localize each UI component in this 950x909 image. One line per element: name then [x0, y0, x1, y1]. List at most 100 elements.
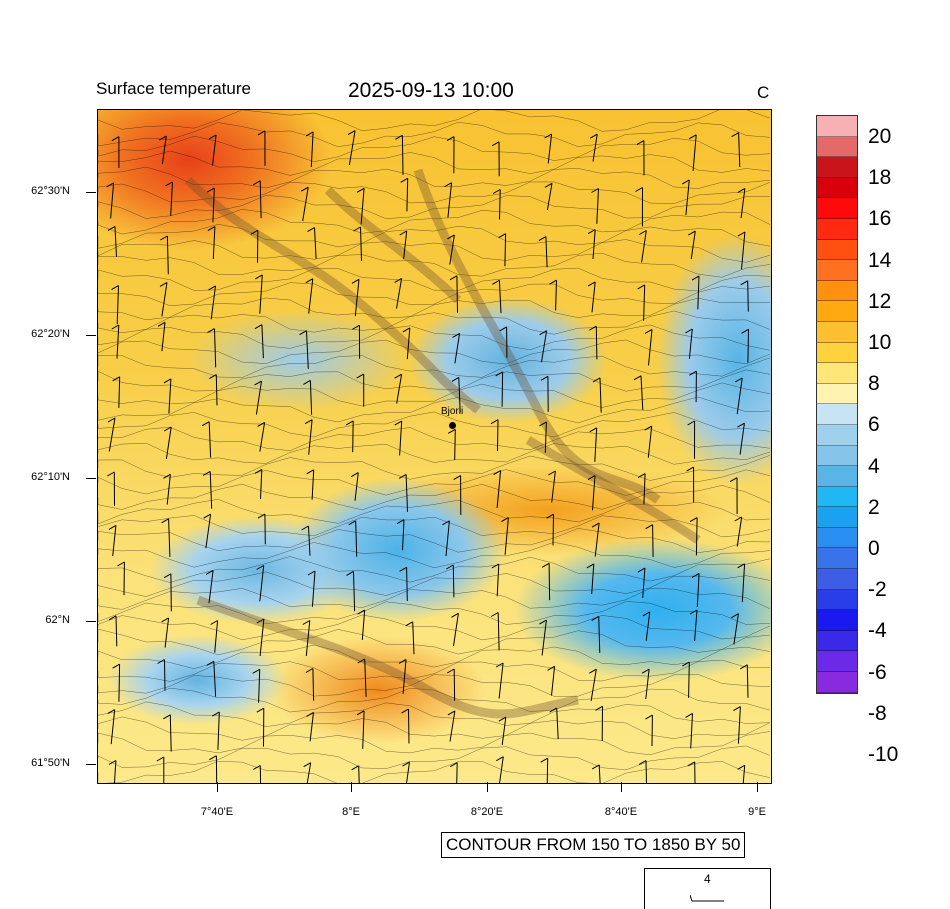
wind-barb-flag	[688, 421, 695, 425]
wind-barb-flag	[209, 756, 216, 760]
wind-barb	[209, 570, 213, 603]
wind-barb	[748, 329, 749, 362]
lon-tick	[757, 782, 758, 792]
elevation-contour-line	[98, 298, 770, 320]
wind-barb-flag	[501, 518, 508, 522]
wind-barb	[739, 133, 740, 167]
wind-barb	[505, 234, 506, 267]
wind-barb-flag	[117, 562, 124, 566]
lat-label: 62°30'N	[31, 185, 70, 197]
wind-barb	[648, 426, 651, 458]
wind-barb	[643, 568, 645, 598]
wind-barb-flag	[204, 514, 211, 518]
wind-barb	[309, 526, 311, 556]
wind-barb-flag	[592, 616, 599, 620]
wind-barb	[599, 765, 601, 783]
lon-label: 9°E	[748, 806, 766, 818]
wind-barb-flag	[446, 565, 453, 569]
lat-label: 62°10'N	[31, 471, 70, 483]
wind-barb	[262, 325, 264, 359]
wind-barb-flag	[448, 429, 455, 433]
color-legend-label: 16	[868, 207, 891, 231]
wind-barb	[505, 518, 508, 555]
color-legend-swatch	[817, 548, 857, 569]
wind-barb	[165, 618, 169, 648]
wind-barb-flag	[255, 325, 262, 329]
wind-barb	[547, 183, 552, 210]
wind-barb	[213, 188, 214, 222]
color-legend-swatch	[817, 446, 857, 467]
wind-barb	[553, 514, 554, 545]
wind-barb	[546, 237, 547, 268]
elevation-contour-line	[98, 615, 770, 640]
wind-barb	[166, 427, 171, 459]
elevation-contour-line	[98, 325, 770, 350]
wind-barb	[591, 669, 596, 701]
wind-barb	[742, 564, 744, 602]
wind-barb-flag	[491, 613, 498, 617]
elevation-contour-line	[98, 528, 770, 552]
contour-info-label: CONTOUR FROM 150 TO 1850 BY 50	[441, 832, 745, 858]
wind-barb	[206, 514, 211, 548]
wind-barb-reference-icon	[690, 891, 726, 903]
wind-barb	[542, 331, 547, 363]
wind-barb-flag	[112, 137, 119, 141]
wind-barb-flag	[395, 135, 402, 139]
wind-barb-flag	[253, 766, 260, 770]
wind-barb	[557, 708, 559, 739]
wind-barb-flag	[107, 183, 114, 187]
wind-barb	[596, 326, 597, 359]
wind-barb	[456, 763, 457, 783]
wind-barb-flag	[550, 280, 557, 284]
wind-barb-flag	[587, 564, 594, 568]
wind-barb-flag	[639, 231, 646, 235]
terrain-ridge-band	[328, 190, 458, 300]
lon-label: 8°20'E	[471, 806, 503, 818]
wind-barb-flag	[688, 762, 695, 766]
wind-barb	[686, 180, 689, 215]
wind-barb-flag	[454, 476, 461, 480]
wind-barb	[407, 178, 408, 211]
wind-barb	[349, 131, 355, 166]
color-legend-label: -8	[868, 702, 887, 726]
wind-barb-flag	[642, 669, 649, 673]
color-legend-label: 0	[868, 537, 880, 561]
wind-barb-flag	[406, 622, 413, 626]
color-legend-swatch	[817, 425, 857, 446]
plot-title-left: Surface temperature	[96, 79, 251, 99]
wind-barb-flag	[682, 180, 689, 184]
wind-barb-flag	[542, 563, 549, 567]
wind-barb-flag	[692, 276, 699, 280]
color-legend-label: 20	[868, 125, 891, 149]
wind-barb-flag	[306, 279, 313, 283]
elevation-contour-line	[98, 702, 770, 727]
wind-barb-flag	[499, 234, 506, 238]
elevation-contour-line	[98, 283, 770, 306]
wind-barb	[653, 525, 654, 557]
wind-barb-flag	[492, 280, 499, 284]
lon-label: 8°40'E	[605, 806, 637, 818]
wind-barb	[171, 182, 173, 216]
wind-barb-flag	[492, 142, 499, 146]
wind-barb-flag	[494, 471, 501, 475]
wind-barb-flag	[164, 379, 171, 383]
wind-barb-flag	[738, 232, 745, 236]
elevation-contour-line	[98, 484, 770, 510]
elevation-contour-line	[98, 151, 770, 175]
wind-barb-flag	[500, 327, 507, 331]
lat-tick	[86, 621, 96, 622]
lon-label: 8°E	[342, 806, 360, 818]
wind-barb-flag	[638, 474, 645, 478]
wind-barb-flag	[303, 621, 310, 625]
wind-barb-flag	[209, 135, 216, 139]
color-legend-swatch	[817, 528, 857, 549]
wind-barb	[446, 521, 449, 556]
wind-barb	[353, 421, 354, 452]
elevation-contour-line	[98, 136, 770, 162]
wind-barb	[646, 669, 649, 699]
wind-barb-flag	[163, 474, 170, 478]
temperature-map	[97, 109, 772, 784]
wind-barb-flag	[203, 471, 210, 475]
wind-barb	[260, 766, 261, 784]
wind-barb	[689, 329, 692, 359]
